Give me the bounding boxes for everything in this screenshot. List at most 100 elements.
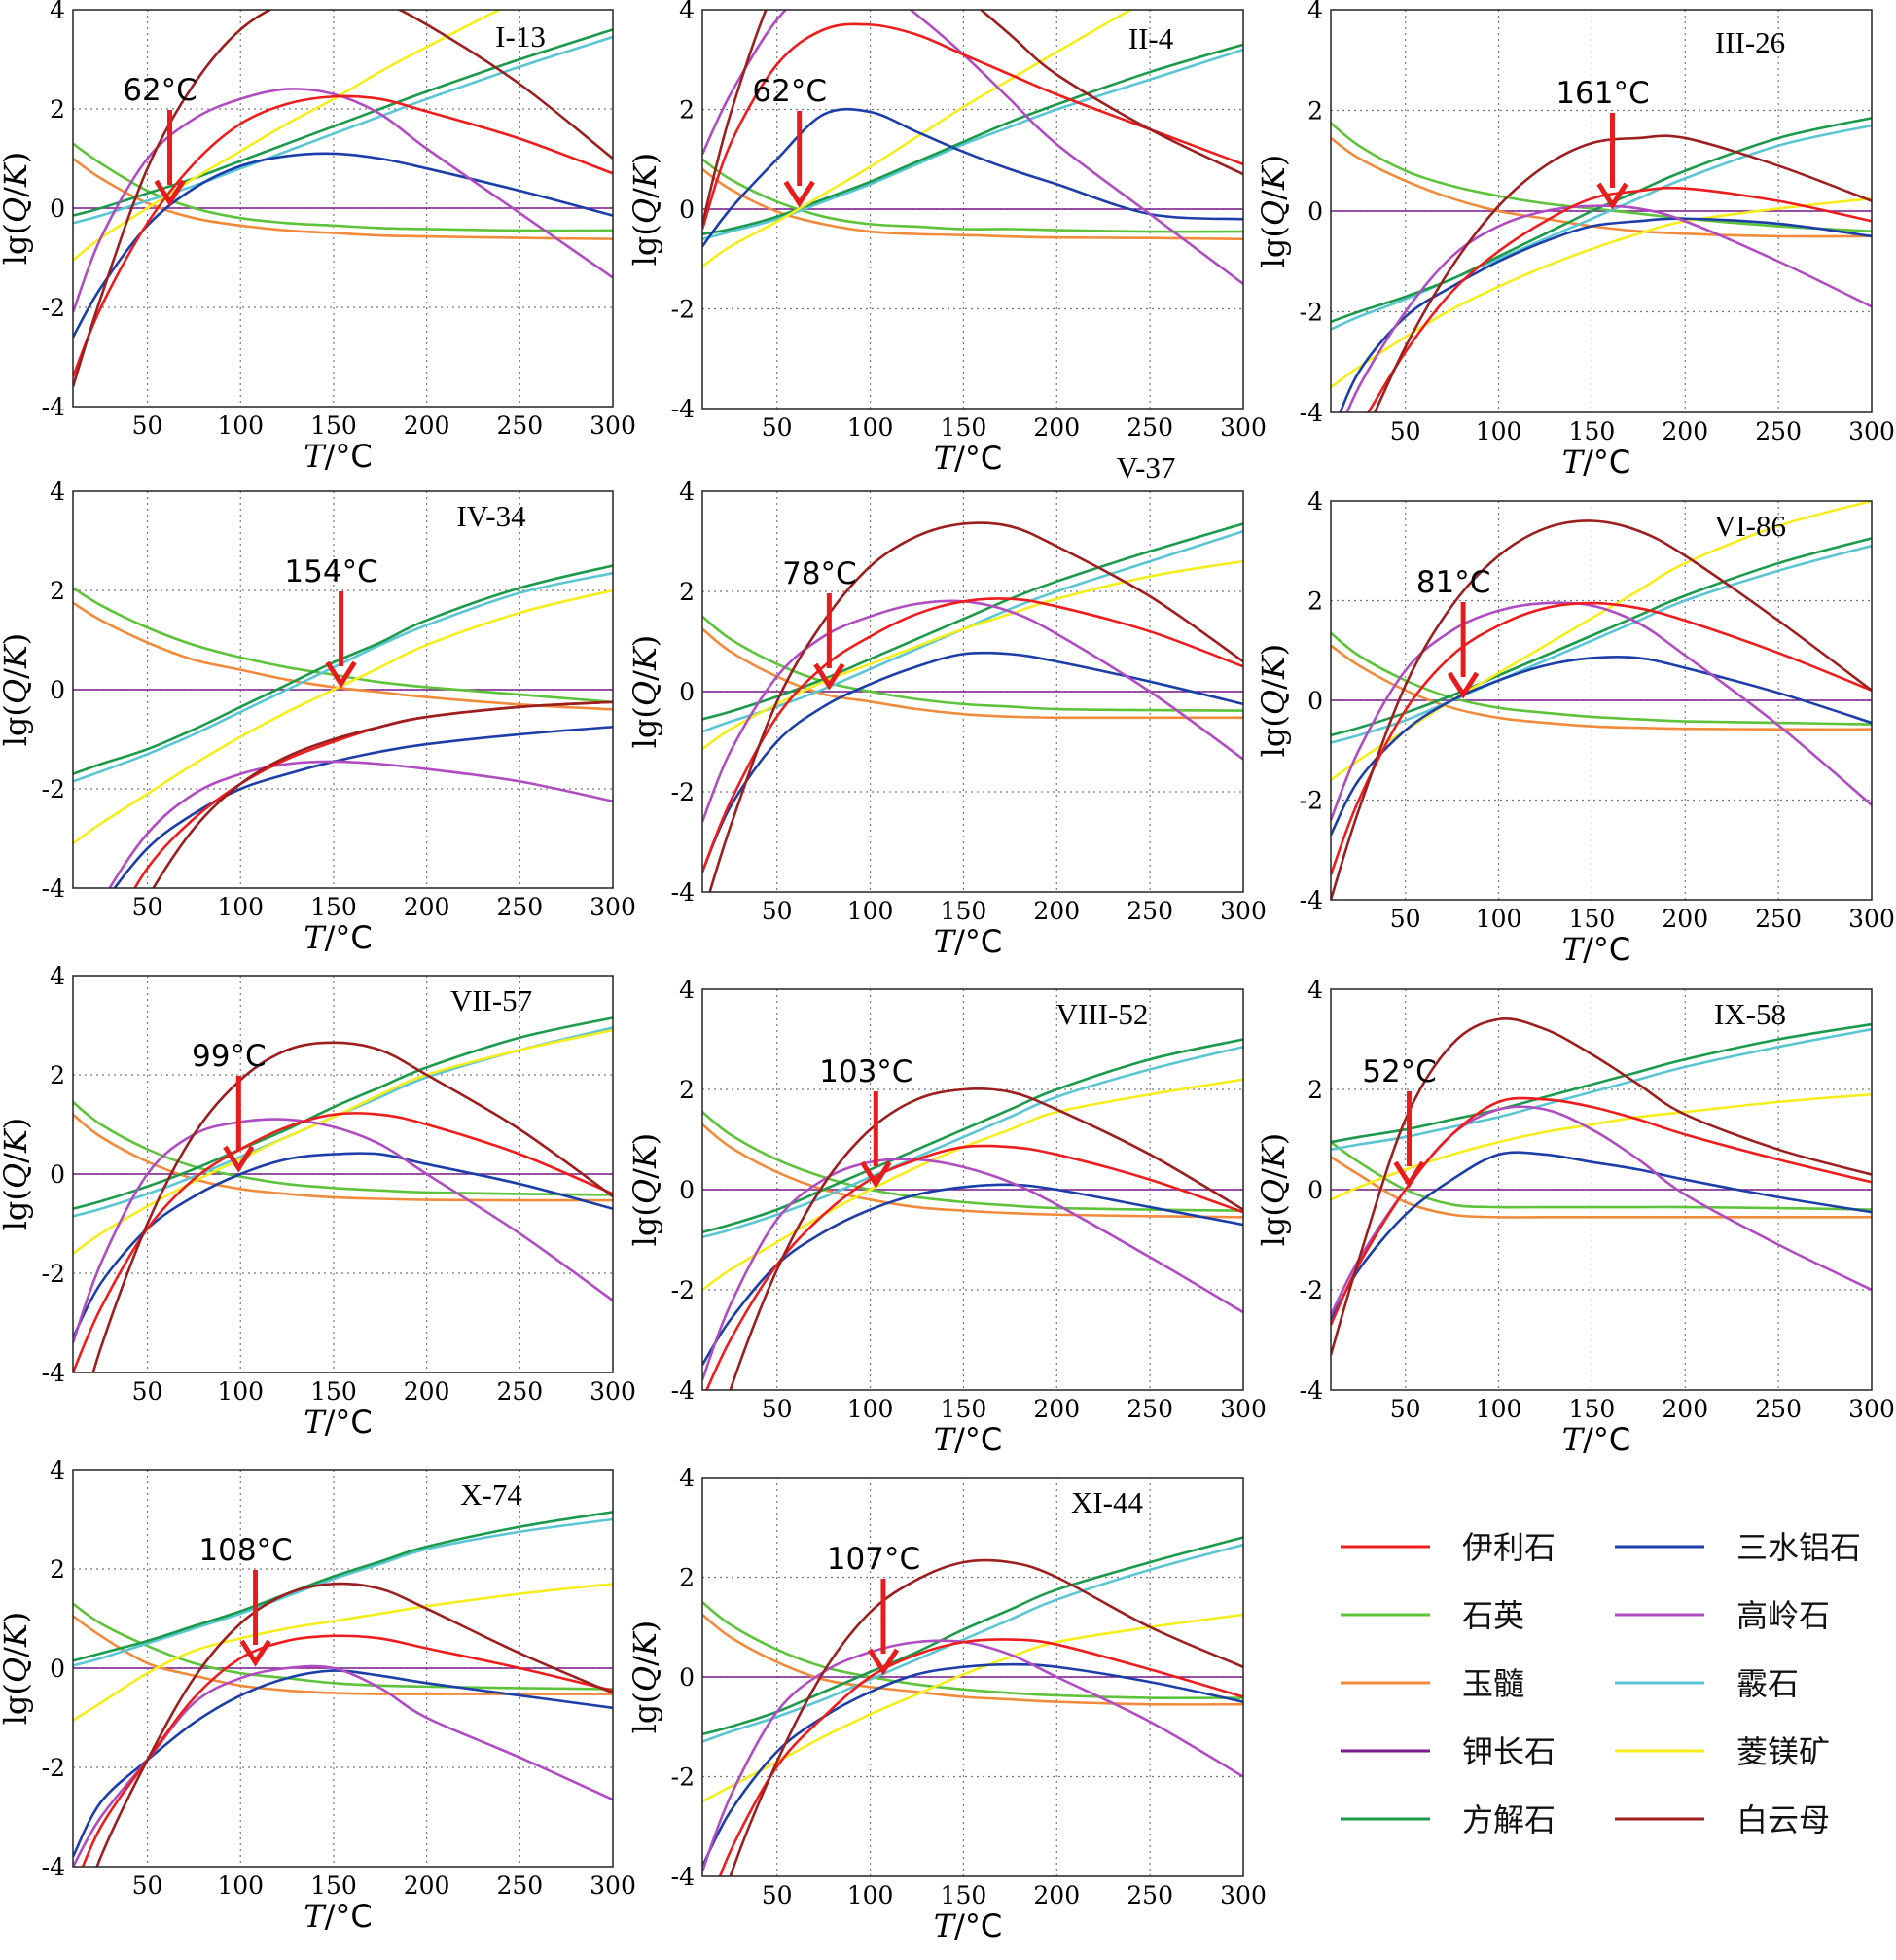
y-tick-label: -4 (671, 1376, 695, 1405)
x-tick-label: 150 (310, 1377, 357, 1406)
y-tick-label: 2 (679, 1076, 695, 1104)
panel-title: V-37 (1117, 450, 1176, 484)
series-line-菱镁矿 (702, 10, 1134, 267)
series-line-伊利石 (702, 22, 1243, 230)
arrow-head (223, 1145, 255, 1173)
x-tick-label: 200 (1662, 417, 1708, 445)
series-group (73, 1511, 613, 1867)
series-line-石英 (702, 1601, 1243, 1700)
series-line-伊利石 (705, 1144, 1243, 1390)
legend-label: 石英 (1462, 1597, 1524, 1634)
legend-item-5: 玉髓 (1341, 1665, 1524, 1702)
series-line-高岭石 (702, 10, 1243, 285)
y-tick-label: 0 (50, 195, 65, 223)
series-line-玉髓 (702, 1123, 1243, 1219)
series-line-方解石 (702, 522, 1243, 721)
series-line-三水铝石 (1339, 217, 1872, 412)
series-line-方解石 (1331, 537, 1872, 737)
x-axis-label: T/°C (304, 1404, 372, 1441)
x-tick-label: 150 (1569, 417, 1616, 445)
y-tick-label: 0 (50, 1160, 65, 1189)
arrow-head (813, 662, 845, 691)
series-line-方解石 (73, 28, 613, 217)
series-line-高岭石 (73, 88, 613, 313)
series-line-三水铝石 (702, 107, 1243, 248)
x-tick-label: 50 (762, 1881, 793, 1909)
plot-frame (701, 988, 1244, 1391)
series-line-玉髓 (1331, 1156, 1872, 1219)
temperature-label: 62°C (123, 73, 197, 108)
series-line-石英 (702, 158, 1243, 233)
series-group (702, 1038, 1243, 1390)
series-group (73, 564, 613, 888)
y-tick-label: -4 (42, 393, 65, 421)
temperature-label: 99°C (192, 1039, 267, 1074)
series-line-菱镁矿 (73, 588, 613, 845)
series-line-伊利石 (1331, 1096, 1872, 1326)
x-tick-label: 50 (132, 1377, 163, 1406)
x-axis-label: T/°C (934, 440, 1002, 477)
series-line-菱镁矿 (1331, 1092, 1872, 1201)
y-tick-label: 4 (50, 0, 65, 24)
legend-label: 方解石 (1462, 1801, 1556, 1838)
series-group (73, 1016, 613, 1372)
y-tick-label: 2 (1307, 588, 1323, 616)
x-tick-label: 250 (496, 1871, 543, 1900)
series-line-白云母 (1373, 134, 1872, 412)
arrow-head (154, 179, 186, 207)
y-tick-label: -2 (42, 775, 65, 803)
y-tick-label: 4 (679, 478, 695, 506)
series-line-霰石 (702, 1045, 1243, 1239)
series-line-玉髓 (702, 167, 1243, 241)
series-line-三水铝石 (113, 725, 613, 888)
series-line-石英 (702, 1111, 1243, 1212)
y-tick-label: 4 (1307, 487, 1323, 516)
plot-frame (1330, 500, 1873, 901)
series-line-三水铝石 (1331, 1151, 1872, 1321)
series-line-三水铝石 (73, 1669, 613, 1858)
temperature-label: 78°C (782, 556, 857, 591)
y-tick-label: -4 (671, 395, 695, 423)
series-line-高岭石 (702, 599, 1243, 823)
y-axis-label: lg(Q/K) (626, 1621, 663, 1734)
y-tick-label: 2 (50, 577, 65, 605)
series-line-伊利石 (81, 1634, 613, 1867)
y-tick-label: -4 (1300, 886, 1323, 914)
series-line-菱镁矿 (702, 559, 1243, 751)
legend-item-4: 高岭石 (1615, 1597, 1830, 1634)
x-axis-label: T/°C (304, 919, 372, 956)
legend-item-7: 钾长石 (1341, 1733, 1556, 1770)
x-tick-label: 100 (847, 897, 894, 925)
y-tick-label: -2 (671, 1276, 695, 1304)
x-tick-label: 50 (762, 413, 793, 442)
x-axis-label: T/°C (1562, 1421, 1630, 1458)
y-tick-label: 4 (1307, 976, 1323, 1004)
x-axis-label: T/°C (304, 438, 372, 475)
series-line-白云母 (1331, 519, 1872, 900)
legend-label: 霰石 (1736, 1665, 1799, 1702)
plot-frame (701, 490, 1244, 893)
x-axis-label: T/°C (934, 1421, 1002, 1458)
plot-frame (72, 490, 614, 889)
series-line-菱镁矿 (1331, 501, 1872, 782)
y-tick-label: -2 (671, 778, 695, 806)
y-axis-label: lg(Q/K) (0, 633, 34, 747)
series-group (702, 1536, 1243, 1876)
x-tick-label: 100 (847, 1881, 894, 1909)
chart-panel-v-37: 50 100 150 200 250 300 -4 -2 0 2 4 T/°C lg(Q/K) V-37 7… (626, 450, 1267, 960)
series-line-高岭石 (702, 1158, 1243, 1381)
y-tick-label: 2 (50, 95, 65, 124)
x-tick-label: 300 (1220, 1881, 1267, 1909)
x-tick-label: 50 (1390, 1395, 1421, 1423)
legend-item-3: 石英 (1341, 1597, 1524, 1634)
x-tick-label: 150 (1569, 1395, 1616, 1423)
y-tick-label: -4 (42, 1853, 65, 1881)
x-tick-label: 250 (1127, 413, 1173, 442)
x-tick-label: 300 (1220, 413, 1267, 442)
chart-panel-x-74: 50 100 150 200 250 300 -4 -2 0 2 4 T/°C lg(Q/K) X-74 1… (0, 1456, 636, 1935)
series-line-白云母 (152, 700, 613, 888)
series-line-菱镁矿 (73, 1583, 613, 1722)
y-tick-label: 2 (50, 1555, 65, 1584)
plot-frame (701, 9, 1244, 410)
y-tick-label: 4 (50, 962, 65, 990)
